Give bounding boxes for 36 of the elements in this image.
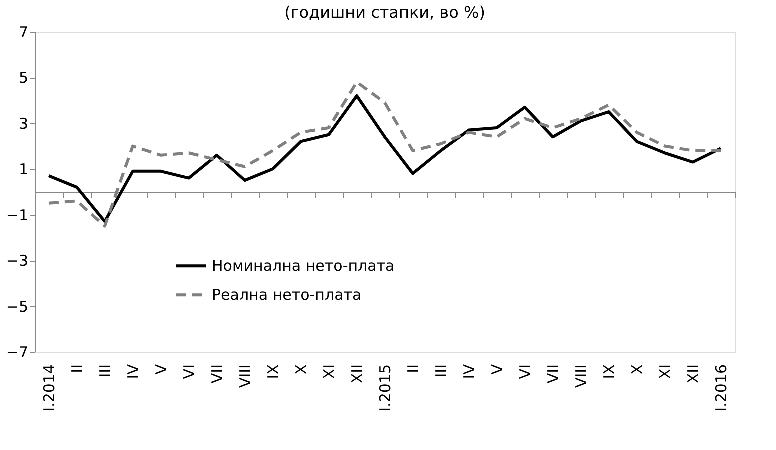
x-tick-label: VIII [572, 364, 590, 388]
legend-label: Реална нето-плата [212, 286, 362, 304]
x-tick-label: V [488, 364, 506, 375]
x-tick-label: I.2015 [376, 364, 394, 412]
y-tick-label: 7 [18, 24, 28, 42]
x-tick-label: II [404, 364, 422, 374]
x-tick-label: I.2014 [40, 364, 58, 412]
x-tick-label: IX [264, 364, 282, 380]
y-tick-label: 5 [18, 69, 28, 88]
x-tick-label: II [68, 364, 86, 374]
y-tick-label: −7 [6, 344, 28, 362]
x-tick-label: VI [180, 364, 198, 380]
x-tick-label: IV [460, 364, 478, 380]
x-tick-label: III [432, 364, 450, 378]
x-tick-label: V [152, 364, 170, 375]
y-tick-label: −5 [6, 298, 28, 316]
x-tick-label: XI [656, 364, 674, 380]
legend-label: Номинална нето-плата [212, 257, 395, 276]
x-tick-label: VII [544, 364, 562, 384]
x-tick-label: VII [208, 364, 226, 384]
x-tick-label: III [96, 364, 114, 378]
x-tick-label: VI [516, 364, 534, 380]
x-tick-label: XII [348, 364, 366, 384]
x-tick-label: IV [124, 364, 142, 380]
x-tick-label: XI [320, 364, 338, 380]
x-tick-label: XII [684, 364, 702, 384]
x-tick-label: IX [600, 364, 618, 380]
y-tick-label: −3 [6, 252, 28, 270]
x-tick-label: X [628, 364, 646, 375]
y-tick-label: 1 [18, 160, 28, 179]
chart-title: (годишни стапки, во %) [284, 3, 486, 22]
y-tick-label: 3 [18, 114, 28, 133]
x-tick-label: X [292, 364, 310, 375]
x-tick-label: VIII [236, 364, 254, 388]
x-tick-label: I.2016 [712, 364, 730, 412]
y-tick-label: −1 [6, 206, 28, 224]
